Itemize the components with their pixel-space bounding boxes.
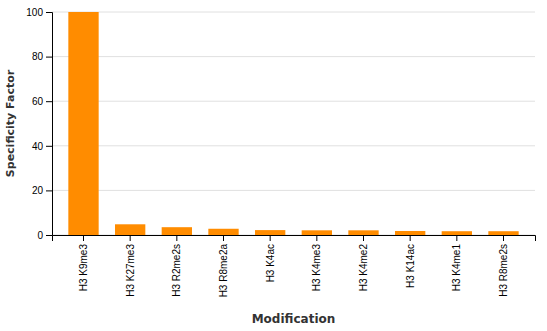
x-tick: H3 R8me2a bbox=[218, 235, 229, 297]
x-tick-mark bbox=[176, 235, 177, 241]
x-tick-mark bbox=[270, 235, 271, 241]
grid bbox=[52, 12, 535, 235]
bar bbox=[395, 231, 425, 235]
x-tick: H3 K4me2 bbox=[358, 235, 369, 291]
x-tick-mark bbox=[410, 235, 411, 241]
y-tick-mark bbox=[46, 235, 52, 236]
y-axis-line bbox=[46, 13, 53, 236]
x-tick: H3 K27me3 bbox=[125, 235, 136, 297]
x-tick-mark bbox=[316, 235, 317, 241]
x-tick-label: H3 K4ac bbox=[265, 244, 276, 282]
x-axis-line bbox=[53, 236, 536, 242]
y-tick-label: 0 bbox=[37, 230, 43, 241]
y-tick: 100 bbox=[26, 7, 52, 18]
bar bbox=[208, 229, 238, 235]
y-tick: 80 bbox=[32, 51, 52, 62]
x-tick-mark bbox=[83, 235, 84, 241]
bar bbox=[115, 224, 145, 235]
grid-line bbox=[52, 145, 535, 146]
x-tick: H3 K14ac bbox=[405, 235, 416, 288]
x-tick-label: H3 R8me2a bbox=[218, 244, 229, 298]
y-tick: 20 bbox=[32, 185, 52, 196]
grid-line bbox=[52, 56, 535, 57]
bar bbox=[488, 231, 518, 235]
bars bbox=[68, 12, 518, 235]
x-tick-mark bbox=[223, 235, 224, 241]
chart-container: 020406080100H3 K9me3H3 K27me3H3 R2me2sH3… bbox=[0, 0, 547, 331]
x-tick-label: H3 K4me2 bbox=[358, 244, 369, 292]
x-tick: H3 K4ac bbox=[265, 235, 276, 282]
y-tick-label: 100 bbox=[26, 7, 43, 18]
x-tick-label: H3 R8me2s bbox=[498, 244, 509, 297]
y-tick-label: 20 bbox=[32, 185, 44, 196]
y-axis: 0 20 40 60 80 100 bbox=[26, 7, 52, 241]
y-axis-title: Specificity Factor bbox=[4, 69, 17, 177]
x-tick-label: H3 K27me3 bbox=[125, 244, 136, 297]
x-tick: H3 K4me3 bbox=[311, 235, 322, 291]
x-tick-mark bbox=[363, 235, 364, 241]
x-tick: H3 R8me2s bbox=[498, 235, 509, 297]
x-tick: H3 K4me1 bbox=[451, 235, 462, 291]
grid-line bbox=[52, 190, 535, 191]
bar bbox=[255, 230, 285, 235]
x-tick-label: H3 R2me2s bbox=[171, 244, 182, 297]
y-tick-mark bbox=[46, 101, 52, 102]
bar bbox=[302, 230, 332, 235]
bar bbox=[68, 12, 98, 235]
y-tick: 60 bbox=[32, 96, 52, 107]
grid-line bbox=[52, 12, 535, 13]
x-tick-mark bbox=[130, 235, 131, 241]
bar bbox=[348, 230, 378, 235]
x-tick-mark bbox=[503, 235, 504, 241]
bar bbox=[162, 227, 192, 235]
y-tick-label: 60 bbox=[32, 96, 44, 107]
y-tick-mark bbox=[46, 190, 52, 191]
y-tick: 0 bbox=[37, 230, 52, 241]
bar bbox=[442, 231, 472, 235]
y-tick-mark bbox=[46, 146, 52, 147]
y-tick-label: 40 bbox=[32, 141, 44, 152]
x-tick-mark bbox=[456, 235, 457, 241]
x-tick-label: H3 K14ac bbox=[405, 244, 416, 288]
x-tick: H3 K9me3 bbox=[78, 235, 89, 291]
y-tick-mark bbox=[46, 12, 52, 13]
grid-line bbox=[52, 101, 535, 102]
x-axis: H3 K9me3 H3 K27me3 H3 R2me2s H3 R8me2a H3 K4… bbox=[53, 235, 536, 297]
y-tick-label: 80 bbox=[32, 51, 44, 62]
x-tick-label: H3 K4me3 bbox=[311, 244, 322, 292]
plot: 020406080100H3 K9me3H3 K27me3H3 R2me2sH3… bbox=[26, 7, 535, 298]
x-axis-title: Modification bbox=[252, 312, 336, 326]
chart: 020406080100H3 K9me3H3 K27me3H3 R2me2sH3… bbox=[0, 0, 547, 331]
y-tick-mark bbox=[46, 57, 52, 58]
x-tick-label: H3 K4me1 bbox=[451, 244, 462, 292]
x-tick-label: H3 K9me3 bbox=[78, 244, 89, 292]
y-tick: 40 bbox=[32, 141, 52, 152]
x-tick: H3 R2me2s bbox=[171, 235, 182, 297]
